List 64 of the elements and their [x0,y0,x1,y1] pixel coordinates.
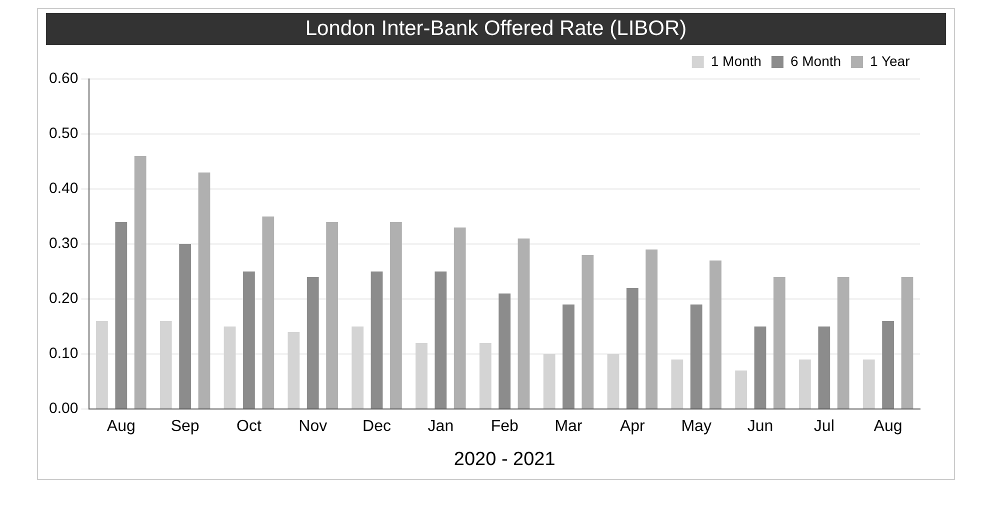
bar [179,244,191,408]
bar [262,216,274,408]
x-axis-title: 2020 - 2021 [454,448,556,470]
bar [646,250,658,408]
bar [837,277,850,408]
bar [288,332,300,408]
y-tick-label: 0.60 [48,70,78,88]
bar [799,360,811,408]
bar [518,238,530,408]
bar [773,277,786,408]
y-tick-label: 0.50 [48,125,78,142]
x-tick-label: Nov [298,418,328,436]
bar [198,172,210,408]
bar [326,222,338,408]
bar [710,260,722,408]
y-tick-label: 0.10 [48,345,78,362]
x-tick-label: Jul [814,418,834,436]
x-tick-label: Mar [554,418,583,436]
bar [96,321,108,408]
x-tick-label: Jan [428,418,454,436]
bar [306,277,319,408]
x-tick-label: Feb [490,418,518,436]
bar [901,277,914,408]
bar [243,272,255,408]
bar [562,304,574,408]
bar [543,354,556,408]
x-tick-label: May [681,418,712,436]
bar [754,326,766,408]
bar [818,326,830,408]
legend-label: 1 Year [870,52,910,69]
bar [882,321,894,408]
x-tick-label: Aug [874,418,902,436]
legend-label: 6 Month [790,52,842,69]
bar [862,360,875,408]
y-tick-label: 0.00 [48,400,78,418]
bar [416,343,428,408]
bar [582,255,594,408]
bar [134,156,146,408]
bar [224,326,236,408]
bar [479,343,492,408]
bar [352,326,364,408]
bar [390,222,402,408]
bar [498,294,511,408]
bar [454,228,466,408]
x-tick-label: Oct [236,418,262,436]
x-tick-label: Dec [362,418,392,436]
bar [690,304,702,408]
x-tick-label: Sep [170,418,200,436]
bar [626,288,638,408]
bar [735,370,747,408]
legend-label: 1 Month [710,52,762,69]
bar [434,272,447,408]
chart-title: London Inter-Bank Offered Rate (LIBOR) [46,13,946,45]
bar [671,360,684,408]
bar [607,354,620,408]
x-tick-label: Apr [620,418,646,436]
bar [160,321,172,408]
bar [370,272,383,408]
y-tick-label: 0.40 [48,180,78,198]
bar [115,222,128,408]
x-tick-label: Aug [106,418,136,436]
x-tick-label: Jun [747,418,774,436]
y-tick-label: 0.20 [48,290,78,308]
y-tick-label: 0.30 [48,235,78,252]
